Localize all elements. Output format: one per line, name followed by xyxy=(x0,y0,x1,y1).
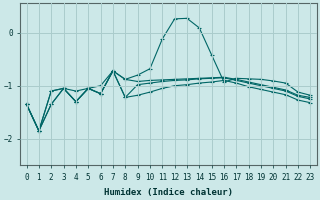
X-axis label: Humidex (Indice chaleur): Humidex (Indice chaleur) xyxy=(104,188,233,197)
